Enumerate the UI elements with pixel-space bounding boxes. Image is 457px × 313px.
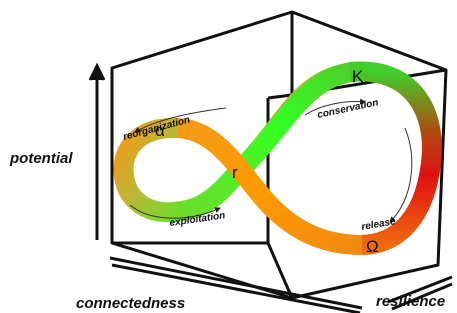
phase-symbol: K: [352, 67, 364, 86]
cube-frame: [112, 12, 446, 298]
adaptive-cycle-diagram: potential connectedness resilience reorg…: [0, 0, 457, 313]
phase-symbol: Ω: [366, 237, 379, 256]
axis-label: resilience: [376, 293, 445, 310]
axis-arrows: [90, 66, 452, 313]
axis-label: potential: [9, 150, 73, 167]
phase-symbol: α: [155, 121, 165, 140]
phase-label: conservation: [316, 97, 379, 121]
axis-label: connectedness: [76, 295, 185, 312]
phase-symbol: r: [232, 163, 238, 182]
